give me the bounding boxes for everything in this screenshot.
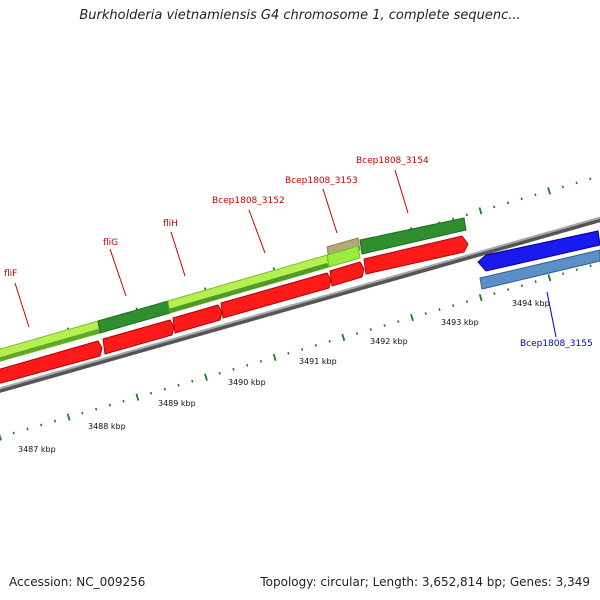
gene-bar-fliH-shade [168,263,329,313]
gene-bar-bcep3153[interactable] [326,245,361,268]
gene-label-bcep3152[interactable]: Bcep1808_3152 [212,196,285,206]
inner-tick [191,379,194,383]
inner-tick [149,391,153,395]
inner-tick [410,313,414,322]
map-title: Burkholderia vietnamiensis G4 chromosome… [79,8,521,23]
inner-tick [108,403,111,407]
inner-tick [163,387,166,391]
inner-tick [493,292,496,295]
scale-label-3493: 3493 kbp [441,318,479,327]
inner-tick [465,300,469,303]
inner-tick [507,288,510,292]
scale-label-3491: 3491 kbp [299,357,337,366]
scale-label-3492: 3492 kbp [370,337,408,346]
outer-tick [478,207,483,215]
gene-bar-bcep3155[interactable] [479,249,600,290]
outer-tick [520,197,523,201]
outer-tick [575,181,578,185]
inner-tick [589,264,592,268]
inner-tick [53,419,57,423]
inner-tick [177,383,180,387]
inner-tick [575,268,578,272]
inner-tick [287,351,290,355]
inner-tick-ring [0,264,592,441]
leader-bcep3152 [248,209,266,254]
scale-label-3487: 3487 kbp [18,445,56,454]
inner-tick [272,353,277,361]
cds-arrow-bcep3154[interactable] [363,235,469,275]
inner-tick [424,312,427,315]
genome-summary-text: Topology: circular; Length: 3,652,814 bp… [260,575,590,589]
cds-arrow-bcep3155[interactable] [477,230,600,272]
inner-tick [314,344,317,347]
forward-cds-track [0,235,469,386]
backbone-highlight [0,216,600,390]
inner-tick [81,411,84,415]
gene-label-fliH[interactable]: fliH [163,219,178,229]
inner-tick [66,413,71,421]
leader-fliH [170,231,186,277]
inner-tick [122,399,125,403]
inner-tick [204,373,208,381]
leader-fliG [109,248,127,297]
reverse-track [477,230,600,290]
cds-arrow-bcep3153[interactable] [329,261,365,287]
outer-tick [534,193,537,197]
forward-gene-track [0,217,467,362]
inner-tick [12,431,15,435]
inner-tick [135,393,140,401]
gene-bar-fliF-shade [0,329,100,362]
inner-tick [534,280,537,284]
inner-tick [355,332,359,335]
inner-tick [452,304,455,307]
outer-tick [506,201,510,205]
scale-label-3488: 3488 kbp [88,422,126,431]
inner-tick [341,333,346,342]
cds-arrow-bcep3152[interactable] [220,272,332,319]
outer-tick [547,187,551,195]
cds-arrow-fliF[interactable] [0,340,103,386]
gene-label-fliF[interactable]: fliF [4,269,17,279]
inner-tick [232,367,235,371]
gene-label-fliG[interactable]: fliG [103,238,118,248]
scale-label-3490: 3490 kbp [228,378,266,387]
inner-tick [547,274,552,282]
outer-tick [493,205,496,209]
scale-label-3494: 3494 kbp [512,299,550,308]
backbone-line [0,217,600,393]
cds-arrow-fliH[interactable] [172,304,223,334]
gene-label-bcep3155[interactable]: Bcep1808_3155 [520,339,593,349]
inner-tick [478,293,483,302]
inner-tick [397,320,400,323]
outer-tick [465,213,468,217]
outer-tick [451,217,455,221]
inner-tick [369,328,372,331]
inner-tick [383,324,386,327]
inner-tick [246,363,249,367]
outer-tick [589,177,592,181]
inner-tick [218,371,221,375]
gene-label-bcep3153[interactable]: Bcep1808_3153 [285,176,358,186]
cds-arrow-fliG[interactable] [102,319,175,355]
inner-tick [520,284,523,288]
inner-tick [301,348,304,351]
gene-label-bcep3154[interactable]: Bcep1808_3154 [356,156,429,166]
inner-tick [40,423,43,427]
inner-tick [438,308,441,311]
inner-tick [561,272,565,276]
gene-bar-bcep3154[interactable] [359,217,467,255]
leader-fliF [14,282,30,328]
leader-bcep3153 [322,188,338,234]
inner-tick [26,427,29,431]
inner-tick [0,433,2,441]
accession-text: Accession: NC_009256 [9,575,146,589]
leader-bcep3155 [546,291,557,338]
inner-tick [328,340,331,343]
outer-tick [561,185,564,189]
inner-tick [259,359,263,363]
leader-bcep3154 [394,169,409,214]
inner-tick [95,407,98,411]
scale-label-3489: 3489 kbp [158,399,196,408]
